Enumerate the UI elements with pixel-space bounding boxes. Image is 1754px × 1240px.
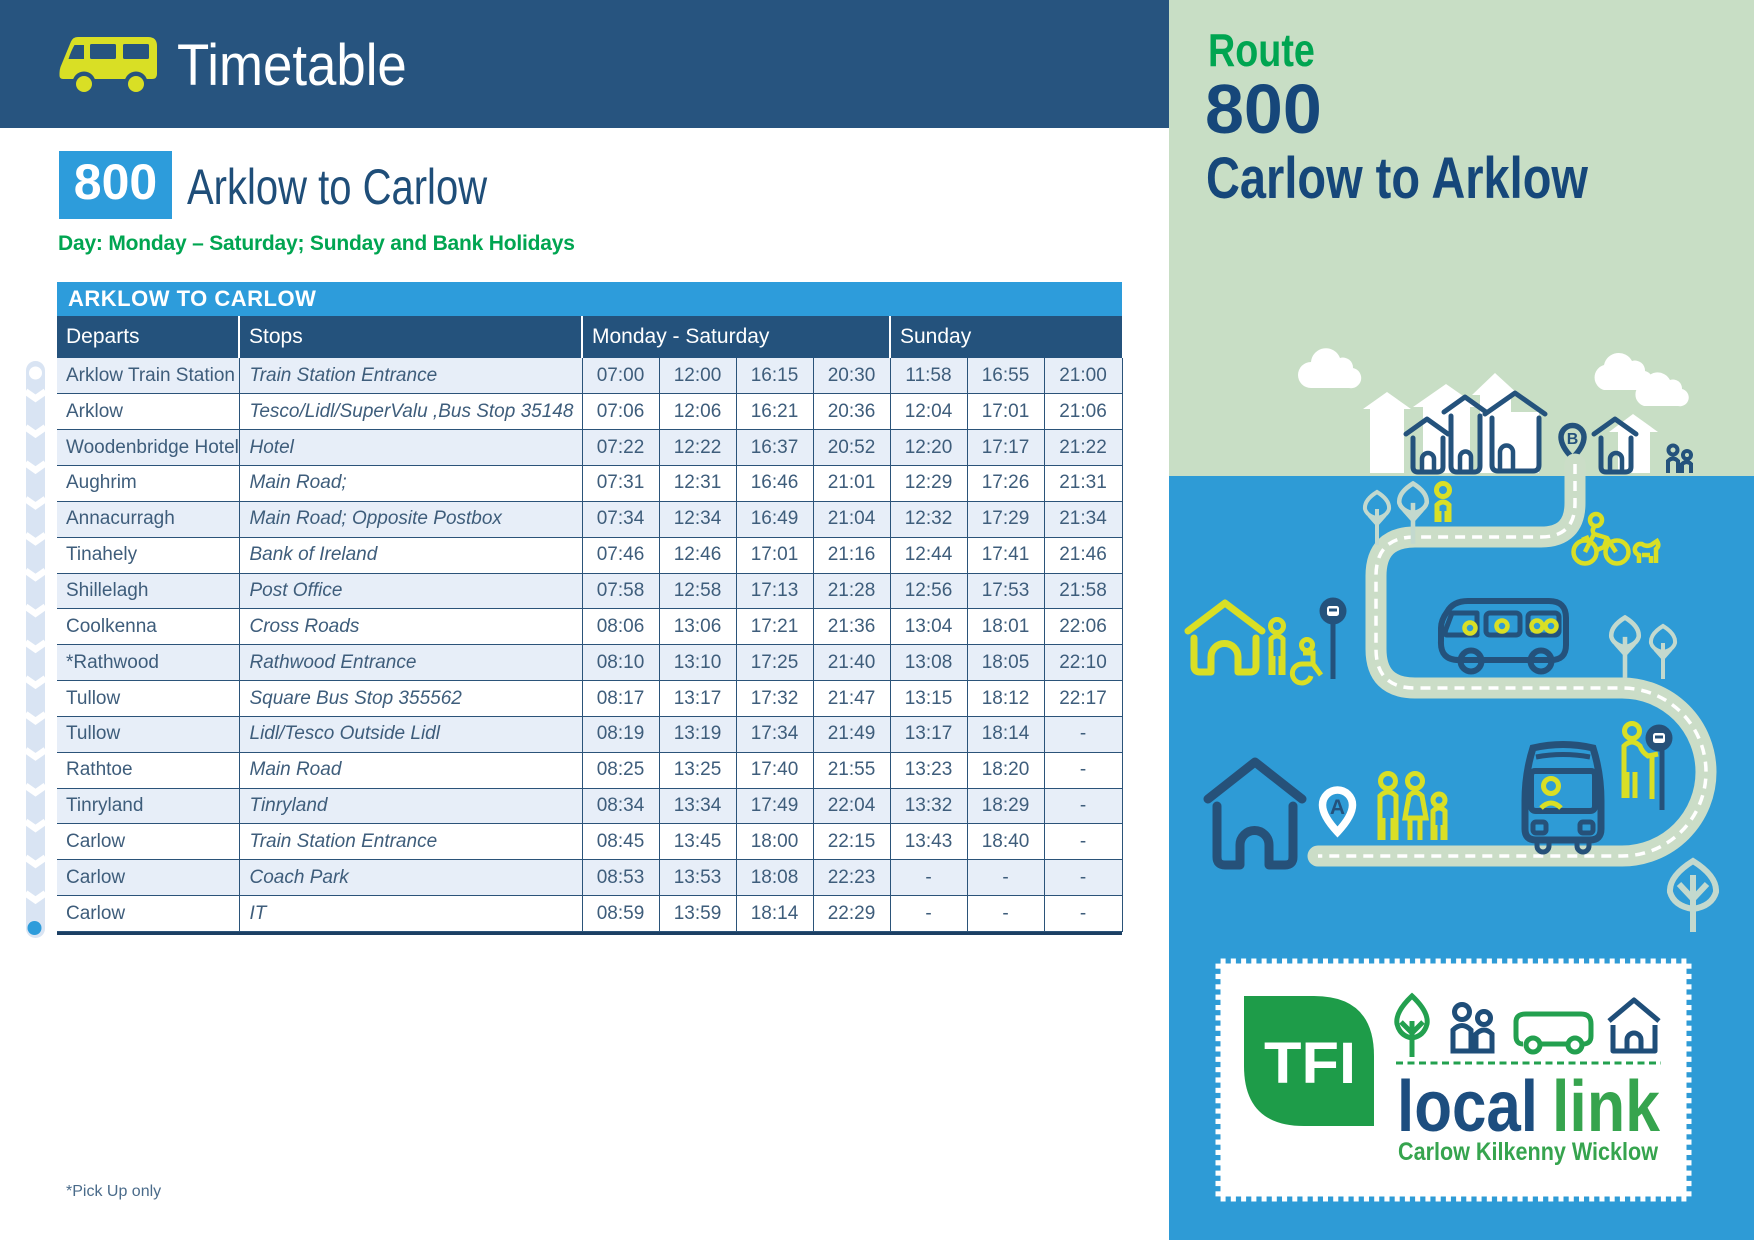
svg-text:A: A <box>1330 796 1345 819</box>
svg-text:link: link <box>1552 1067 1661 1147</box>
svg-text:B: B <box>1567 431 1579 448</box>
svg-text:Carlow Kilkenny Wicklow: Carlow Kilkenny Wicklow <box>1398 1138 1658 1166</box>
svg-text:TFI: TFI <box>1264 1031 1356 1096</box>
svg-text:local: local <box>1397 1067 1538 1147</box>
